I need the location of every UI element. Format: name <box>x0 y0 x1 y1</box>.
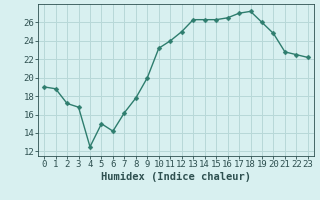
X-axis label: Humidex (Indice chaleur): Humidex (Indice chaleur) <box>101 172 251 182</box>
